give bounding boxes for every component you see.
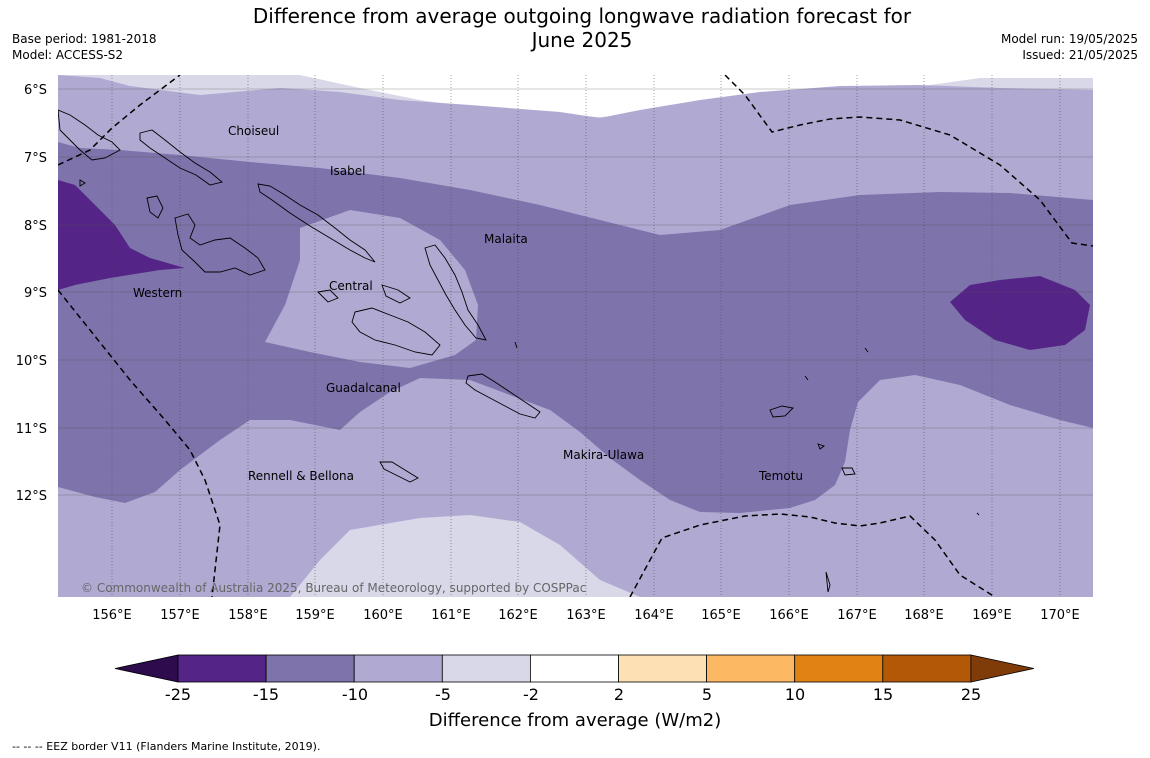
colorbar-segment [177,654,267,683]
colorbar-tick: -10 [342,685,368,704]
issued-date: Issued: 21/05/2025 [1022,48,1138,62]
colorbar-segment [882,654,972,683]
colorbar-tick: -2 [523,685,539,704]
colorbar-tick: 5 [702,685,712,704]
colorbar-segment [353,654,443,683]
colorbar-tick: -5 [435,685,451,704]
lon-label: 166°E [769,608,809,623]
latitude-axis: 6°S 7°S 8°S 9°S 10°S 11°S 12°S [16,83,47,504]
lon-label: 156°E [92,608,132,623]
meta-right: Model run: 19/05/2025 Issued: 21/05/2025 [1001,31,1138,63]
colorbar-segment [530,654,619,683]
colorbar-tick: 15 [873,685,893,704]
chart-title: Difference from average outgoing longwav… [0,4,1150,52]
lon-label: 167°E [837,608,877,623]
lon-label: 163°E [566,608,606,623]
place-makira-ulawa: Makira-Ulawa [563,448,644,462]
lon-label: 160°E [363,608,403,623]
model-name: Model: ACCESS-S2 [12,48,124,62]
lon-label: 159°E [295,608,335,623]
malaita-island [424,244,487,341]
lat-label: 11°S [16,422,47,437]
eez-footnote: -- -- -- EEZ border V11 (Flanders Marine… [12,740,321,753]
lat-label: 9°S [24,286,47,301]
map-figure: Choiseul Isabel Malaita Central Western … [16,75,1093,731]
colorbar-tick: -25 [165,685,191,704]
title-line-1: Difference from average outgoing longwav… [252,4,912,28]
place-temotu: Temotu [758,469,803,483]
longitude-gridlines [111,75,1061,597]
lon-label: 170°E [1040,608,1080,623]
choiseul-island [139,129,223,186]
eez-border [58,75,1093,597]
lon-label: 165°E [701,608,741,623]
place-western: Western [133,286,182,300]
place-malaita: Malaita [484,232,528,246]
lat-label: 7°S [24,151,47,166]
small-islands [79,179,980,593]
place-rennell-bellona: Rennell & Bellona [248,469,354,483]
lat-label: 12°S [16,489,47,504]
title-line-2: June 2025 [531,28,633,52]
lat-label: 6°S [24,83,47,98]
coastlines [58,109,980,593]
colorbar-segment [441,654,531,683]
rennell-island [379,461,419,483]
model-run: Model run: 19/05/2025 [1000,32,1138,46]
colorbar-segment [706,654,796,683]
lat-label: 8°S [24,219,47,234]
lon-label: 161°E [431,608,471,623]
lon-label: 164°E [634,608,674,623]
colorbar-segment [618,654,707,683]
colorbar-tick: 2 [614,685,624,704]
contour-minus25-minus15-west [58,180,185,290]
colorbar-extend-high [970,654,1034,683]
colorbar-tick: -15 [253,685,279,704]
colorbar-segment [265,654,355,683]
vella-lavella-island [146,195,164,219]
makira-island [465,373,541,419]
place-central: Central [329,279,373,293]
guadalcanal-island [351,307,441,356]
new-georgia-island [174,213,266,276]
colorbar [114,654,1034,683]
lon-label: 158°E [228,608,268,623]
place-labels: Choiseul Isabel Malaita Central Western … [133,124,803,483]
place-choiseul: Choiseul [228,124,279,138]
copyright-text: © Commonwealth of Australia 2025, Bureau… [81,581,586,595]
latitude-gridlines [58,88,1093,496]
lon-label: 157°E [160,608,200,623]
isabel-island [257,183,376,263]
meta-left: Base period: 1981-2018 Model: ACCESS-S2 [12,31,157,63]
lon-label: 168°E [904,608,944,623]
place-guadalcanal: Guadalcanal [326,381,401,395]
base-period: Base period: 1981-2018 [12,32,157,46]
lon-label: 162°E [498,608,538,623]
place-isabel: Isabel [330,164,365,178]
contour-minus25-minus15-east [950,276,1090,350]
temotu-island [769,405,856,476]
longitude-axis: 156°E 157°E 158°E 159°E 160°E 161°E 162°… [92,608,1080,623]
colorbar-title: Difference from average (W/m2) [429,710,721,731]
lon-label: 169°E [972,608,1012,623]
colorbar-tick-labels: -25 -15 -10 -5 -2 2 5 10 15 25 [165,685,981,704]
colorbar-tick: 25 [961,685,981,704]
colorbar-segment [794,654,884,683]
lat-label: 10°S [16,354,47,369]
map-plot-area: Choiseul Isabel Malaita Central Western … [58,75,1093,597]
bougainville-fragment [58,109,121,161]
central-islands [317,284,411,304]
contour-central-lighter [265,210,478,368]
colorbar-extend-low [114,654,179,683]
colorbar-tick: 10 [785,685,805,704]
